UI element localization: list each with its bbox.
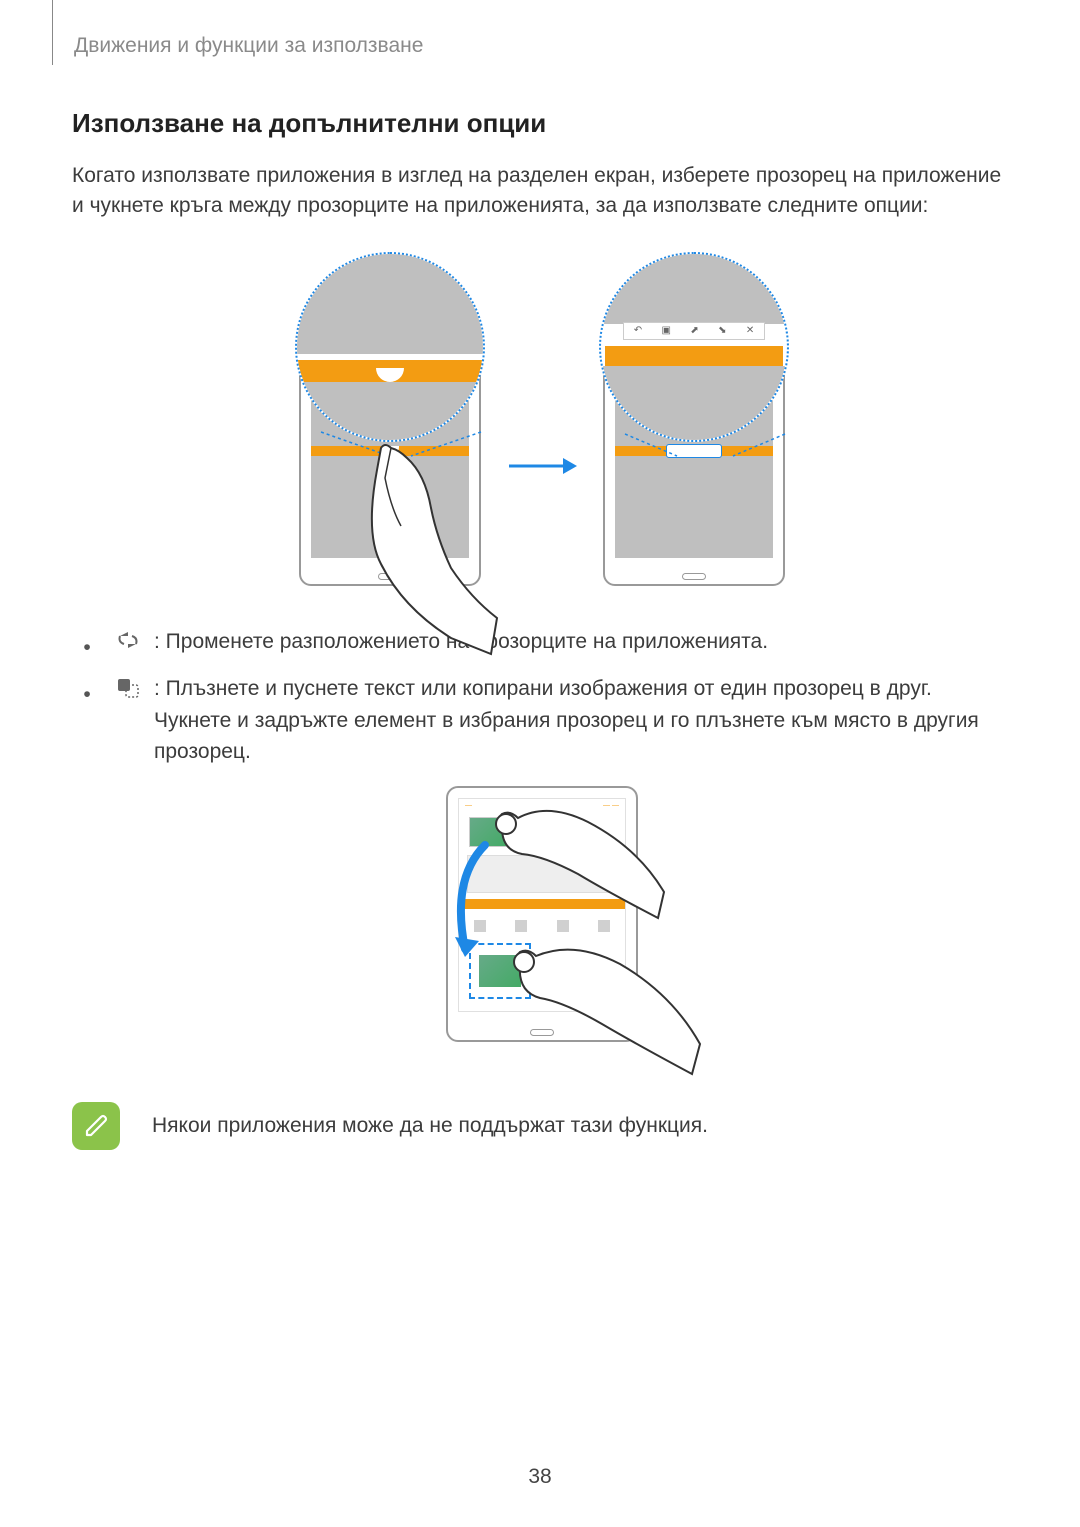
note-text: Някои приложения може да не поддържат та… bbox=[152, 1114, 708, 1138]
pencil-icon bbox=[81, 1111, 111, 1141]
app-header: —— — bbox=[459, 799, 625, 813]
zoom-circle-right: ↶ ▣ ⬈ ⬊ ✕ bbox=[599, 252, 789, 442]
bullet-marker: • bbox=[72, 673, 102, 711]
figure-drag-drop: —— — bbox=[72, 786, 1012, 1042]
tablet-drag: —— — bbox=[446, 786, 638, 1042]
bullet-text-1: : Променете разположението на прозорците… bbox=[154, 626, 1012, 658]
tablet-drag-screen: —— — bbox=[458, 798, 626, 1012]
bullet-marker: • bbox=[72, 626, 102, 664]
maximize-icon: ⬊ bbox=[718, 325, 726, 336]
tablet-right: ↶ ▣ ⬈ ⬊ ✕ bbox=[603, 346, 785, 586]
drag-drop-icon bbox=[116, 675, 140, 699]
home-button-icon bbox=[682, 573, 706, 580]
split-handle-expanded bbox=[666, 444, 722, 458]
page-number: 38 bbox=[0, 1465, 1080, 1489]
note-icon bbox=[72, 1102, 120, 1150]
home-button-icon bbox=[530, 1029, 554, 1036]
zoom-toolbar: ↶ ▣ ⬈ ⬊ ✕ bbox=[623, 322, 765, 340]
tablet-left-wrapper bbox=[299, 246, 481, 586]
options-list: • : Променете разположението на прозорци… bbox=[72, 626, 1012, 768]
tablet-left bbox=[299, 346, 481, 586]
drag-arrow-icon bbox=[447, 839, 507, 959]
drag-icon: ▣ bbox=[661, 325, 670, 336]
list-item: • : Променете разположението на прозорци… bbox=[72, 626, 1012, 664]
close-icon: ✕ bbox=[746, 325, 754, 336]
tablet-left-screen bbox=[311, 358, 469, 558]
expand-icon: ⬈ bbox=[690, 325, 698, 336]
tablet-right-wrapper: ↶ ▣ ⬈ ⬊ ✕ bbox=[603, 246, 785, 586]
swap-windows-icon bbox=[116, 628, 140, 652]
page-content: Използване на допълнителни опции Когато … bbox=[72, 108, 1012, 1150]
section-title: Използване на допълнителни опции bbox=[72, 108, 1012, 139]
note: Някои приложения може да не поддържат та… bbox=[72, 1102, 1012, 1150]
section-intro: Когато използвате приложения в изглед на… bbox=[72, 161, 1012, 222]
list-item: • : Плъзнете и пуснете текст или копиран… bbox=[72, 673, 1012, 768]
home-button-icon bbox=[378, 573, 402, 580]
tablet-drag-wrapper: —— — bbox=[446, 786, 638, 1042]
arrow-right-icon bbox=[507, 452, 577, 480]
figure-split-options: ↶ ▣ ⬈ ⬊ ✕ bbox=[72, 246, 1012, 586]
zoom-circle-left bbox=[295, 252, 485, 442]
tablet-right-screen: ↶ ▣ ⬈ ⬊ ✕ bbox=[615, 358, 773, 558]
bullet-text-2: : Плъзнете и пуснете текст или копирани … bbox=[154, 673, 1012, 768]
thumbnail-dropped bbox=[479, 955, 521, 987]
zoom-orange-band bbox=[605, 346, 783, 368]
swap-icon: ↶ bbox=[634, 325, 642, 336]
breadcrumb: Движения и функции за използване bbox=[74, 34, 423, 58]
header-divider bbox=[52, 0, 53, 65]
